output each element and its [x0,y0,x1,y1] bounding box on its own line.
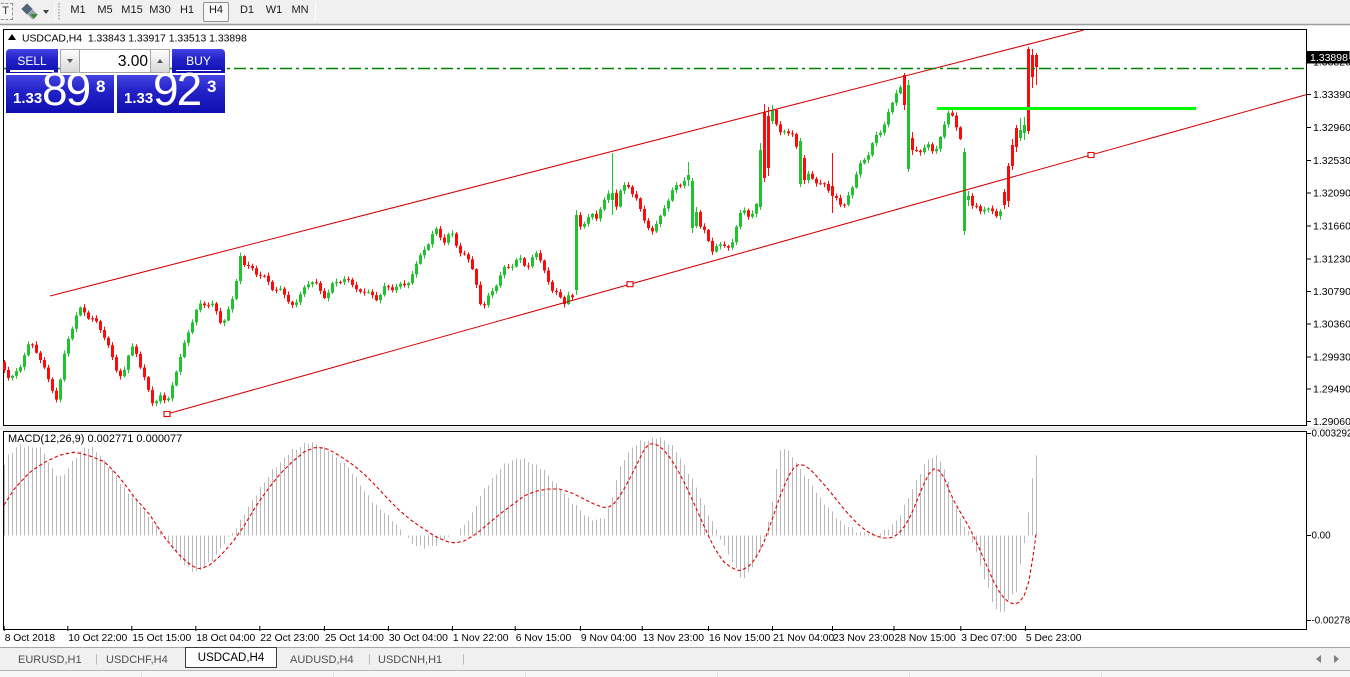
svg-text:1.31660: 1.31660 [1313,221,1350,233]
svg-text:-0.002787: -0.002787 [1312,616,1350,627]
svg-text:1.32090: 1.32090 [1313,188,1350,200]
svg-text:8 Oct 2018: 8 Oct 2018 [5,633,56,644]
svg-text:1.30360: 1.30360 [1313,319,1350,331]
svg-text:15 Oct 15:00: 15 Oct 15:00 [132,633,191,644]
svg-text:1 Nov 22:00: 1 Nov 22:00 [453,633,509,644]
svg-text:1.29060: 1.29060 [1313,416,1350,428]
svg-text:9 Nov 04:00: 9 Nov 04:00 [581,633,637,644]
svg-text:28 Nov 15:00: 28 Nov 15:00 [895,633,957,644]
svg-text:13 Nov 23:00: 13 Nov 23:00 [643,633,705,644]
svg-text:16 Nov 15:00: 16 Nov 15:00 [709,633,771,644]
svg-text:0.00: 0.00 [1312,531,1332,542]
svg-text:USDCAD,H4 1.33843 1.33917 1.3: USDCAD,H4 1.33843 1.33917 1.33513 1.3389… [22,34,247,45]
svg-text:1.33898: 1.33898 [1310,52,1348,64]
svg-text:0.003292: 0.003292 [1312,429,1350,440]
svg-text:10 Oct 22:00: 10 Oct 22:00 [68,633,127,644]
svg-text:23 Nov 23:00: 23 Nov 23:00 [833,633,895,644]
svg-text:25 Oct 14:00: 25 Oct 14:00 [325,633,384,644]
svg-text:18 Oct 04:00: 18 Oct 04:00 [196,633,255,644]
svg-text:1.32530: 1.32530 [1313,155,1350,167]
svg-text:1.32960: 1.32960 [1313,122,1350,134]
svg-text:MACD(12,26,9) 0.002771 0.00007: MACD(12,26,9) 0.002771 0.000077 [8,433,182,445]
svg-text:1.31230: 1.31230 [1313,254,1350,266]
svg-text:5 Dec 23:00: 5 Dec 23:00 [1026,633,1082,644]
svg-text:21 Nov 04:00: 21 Nov 04:00 [773,633,835,644]
svg-text:1.29930: 1.29930 [1313,352,1350,364]
svg-text:1.33390: 1.33390 [1313,89,1350,101]
svg-text:1.29490: 1.29490 [1313,384,1350,396]
svg-text:30 Oct 04:00: 30 Oct 04:00 [389,633,448,644]
svg-text:6 Nov 15:00: 6 Nov 15:00 [516,633,572,644]
svg-text:22 Oct 23:00: 22 Oct 23:00 [260,633,319,644]
svg-text:1.30790: 1.30790 [1313,286,1350,298]
svg-text:3 Dec 07:00: 3 Dec 07:00 [961,633,1017,644]
